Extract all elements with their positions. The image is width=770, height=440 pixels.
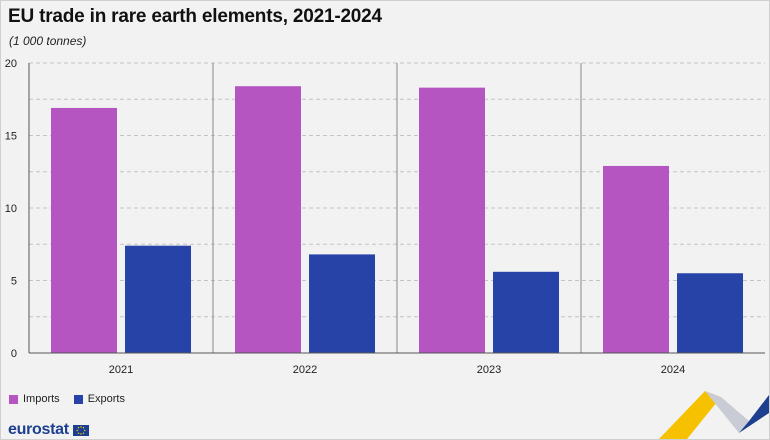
eurostat-logo[interactable]: eurostat xyxy=(8,421,89,439)
eu-flag-icon xyxy=(72,424,89,436)
bar-imports-2024[interactable] xyxy=(603,165,669,353)
y-tick-label: 15 xyxy=(5,131,17,143)
chart-unit: (1 000 tonnes) xyxy=(9,34,87,48)
y-tick-labels: 0 5 10 15 20 xyxy=(5,58,17,360)
bar-chart: 0 5 10 15 20 2021 2022 2023 2024 xyxy=(5,58,765,376)
legend-item-exports[interactable]: Exports xyxy=(73,393,125,405)
x-tick-label: 2021 xyxy=(109,364,133,376)
y-tick-label: 0 xyxy=(11,348,17,360)
bar-imports-2023[interactable] xyxy=(419,87,485,354)
legend: Imports Exports xyxy=(9,393,125,405)
y-tick-label: 10 xyxy=(5,203,17,215)
y-tick-label: 20 xyxy=(5,58,17,70)
chart-title: EU trade in rare earth elements, 2021-20… xyxy=(8,6,382,27)
bar-exports-2023[interactable] xyxy=(493,271,559,353)
legend-label-exports: Exports xyxy=(87,393,125,405)
axes xyxy=(28,63,765,354)
category-separators xyxy=(212,63,582,353)
y-tick-label: 5 xyxy=(11,276,17,288)
logo-text: eurostat xyxy=(8,421,69,438)
legend-swatch-exports xyxy=(73,394,83,404)
bar-imports-2021[interactable] xyxy=(51,107,117,353)
bar-imports-2022[interactable] xyxy=(235,86,301,353)
x-tick-label: 2023 xyxy=(477,364,501,376)
bars xyxy=(51,86,743,354)
bar-exports-2022[interactable] xyxy=(309,254,375,353)
legend-swatch-imports xyxy=(9,394,18,404)
x-tick-labels: 2021 2022 2023 2024 xyxy=(109,364,685,376)
corner-decoration-icon xyxy=(659,391,769,439)
legend-item-imports[interactable]: Imports xyxy=(9,393,60,405)
x-tick-label: 2022 xyxy=(293,364,317,376)
bar-exports-2024[interactable] xyxy=(677,273,743,353)
x-tick-label: 2024 xyxy=(661,364,685,376)
bar-exports-2021[interactable] xyxy=(125,245,191,353)
legend-label-imports: Imports xyxy=(23,393,60,405)
